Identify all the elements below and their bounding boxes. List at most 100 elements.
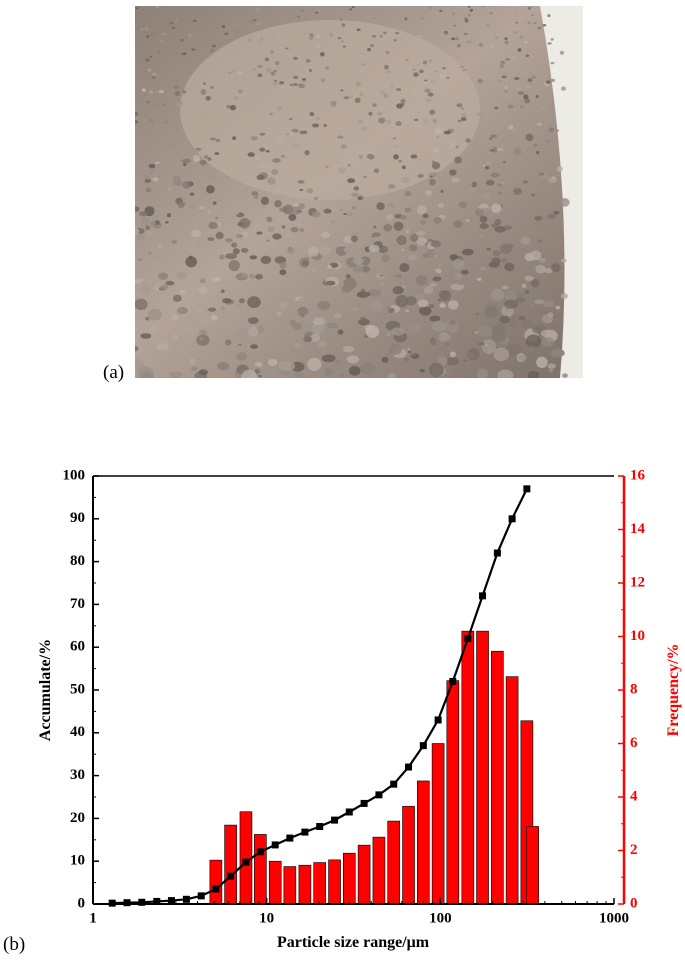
pebble	[181, 158, 191, 164]
pebble	[136, 233, 145, 241]
y-tick-label: 100	[63, 467, 86, 483]
pebble	[188, 358, 196, 365]
pebble	[469, 8, 473, 12]
pebble	[339, 374, 344, 378]
pebble	[272, 158, 281, 163]
pebble	[416, 293, 425, 300]
pebble	[410, 154, 418, 159]
bar	[431, 743, 445, 905]
y2-tick-label: 4	[630, 788, 638, 804]
pebble	[547, 363, 556, 369]
bar	[402, 806, 415, 905]
pebble	[395, 32, 400, 35]
pebble	[304, 150, 310, 156]
pebble	[217, 362, 230, 371]
pebble	[189, 192, 195, 196]
marker	[464, 635, 472, 643]
pebble	[232, 248, 240, 255]
pebble	[508, 124, 514, 130]
pebble	[290, 226, 299, 233]
pebble	[497, 191, 502, 195]
pebble	[199, 160, 207, 166]
pebble	[249, 273, 256, 279]
pebble	[536, 122, 543, 126]
pebble	[404, 190, 412, 197]
pebble	[422, 253, 429, 259]
pebble	[343, 96, 350, 100]
pebble	[199, 278, 207, 284]
pebble	[404, 58, 409, 61]
pebble	[533, 143, 538, 147]
pebble	[154, 104, 160, 108]
pebble	[410, 233, 419, 242]
pebble	[351, 161, 356, 164]
pebble	[448, 141, 457, 149]
pebble	[208, 222, 218, 229]
pebble	[500, 243, 513, 255]
pebble	[386, 333, 391, 337]
pebble	[446, 77, 450, 79]
pebble	[479, 215, 488, 223]
pebble	[455, 145, 459, 149]
pebble	[340, 89, 344, 92]
pebble	[430, 80, 436, 84]
pebble	[148, 163, 156, 169]
pebble	[412, 68, 416, 71]
pebble	[308, 36, 314, 41]
pebble	[287, 33, 291, 37]
pebble	[515, 292, 525, 298]
pebble	[431, 160, 435, 163]
pebble	[436, 268, 442, 274]
panel-label: (b)	[3, 934, 25, 955]
pebble	[460, 117, 467, 122]
pebble	[535, 94, 539, 99]
marker	[227, 872, 235, 880]
pebble	[301, 80, 307, 85]
pebble	[255, 274, 263, 280]
pebble	[525, 334, 542, 348]
marker	[331, 816, 339, 824]
pebble	[551, 176, 557, 180]
pebble	[211, 44, 217, 48]
pebble	[231, 242, 238, 248]
pebble	[462, 122, 468, 127]
pebble	[212, 201, 217, 205]
pebble	[429, 304, 435, 308]
pebble	[369, 43, 375, 48]
pebble	[279, 81, 285, 85]
pebble	[139, 211, 148, 217]
pebble	[231, 69, 236, 73]
pebble	[205, 95, 211, 101]
pebble	[560, 258, 567, 263]
pebble	[247, 326, 259, 337]
pebble	[159, 39, 163, 42]
pebble	[256, 8, 260, 11]
pebble	[261, 206, 266, 209]
pebble	[434, 128, 442, 136]
pebble	[275, 67, 282, 72]
x-tick-label: 1000	[599, 910, 629, 926]
pebble	[232, 136, 237, 140]
pebble	[286, 247, 296, 255]
pebble	[481, 6, 485, 8]
pebble	[292, 75, 299, 80]
pebble	[372, 34, 377, 38]
pebble	[247, 38, 252, 42]
pebble	[140, 28, 144, 31]
pebble	[325, 180, 335, 185]
pebble	[499, 315, 510, 324]
pebble	[149, 55, 153, 58]
pebble	[306, 188, 314, 194]
pebble	[413, 91, 417, 95]
pebble	[174, 90, 180, 96]
pebble	[464, 19, 469, 23]
pebble	[413, 72, 419, 77]
pebble	[398, 159, 402, 163]
pebble	[396, 6, 400, 10]
pebble	[260, 255, 272, 265]
pebble	[337, 167, 346, 174]
pebble	[202, 82, 207, 86]
pebble	[422, 213, 429, 219]
pebble	[379, 281, 385, 286]
pebble	[350, 235, 358, 243]
